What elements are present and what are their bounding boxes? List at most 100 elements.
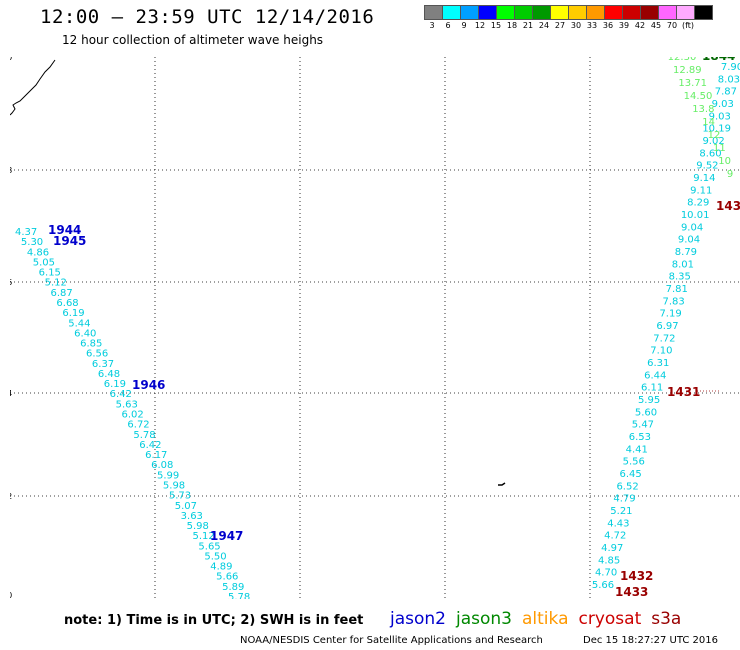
- swh-value: 9: [727, 169, 733, 180]
- generated-timestamp: Dec 15 18:27:27 UTC 2016: [583, 635, 718, 646]
- lat-lon-grid: [10, 57, 740, 599]
- lat-tick-label: 32: [10, 492, 12, 501]
- lat-tick-label: 36: [10, 278, 12, 287]
- swh-value: 12.30: [668, 57, 697, 63]
- swh-value: 5.98: [187, 521, 209, 532]
- swh-value: 4.97: [601, 543, 623, 554]
- swh-value: 5.98: [163, 480, 185, 491]
- swh-value: 5.95: [638, 395, 660, 406]
- swh-value: 7.72: [653, 333, 675, 344]
- swh-value: 6.85: [80, 339, 102, 350]
- swh-value: 5.78: [133, 430, 155, 441]
- lat-tick-label: 40: [10, 57, 12, 62]
- swh-value: 13.71: [678, 78, 707, 89]
- map-canvas: 4.375.304.865.056.155.126.876.686.195.44…: [10, 57, 740, 599]
- swh-value: 10: [718, 156, 731, 167]
- satellite-label: cryosat: [578, 609, 642, 629]
- swh-value: 14.50: [684, 91, 713, 102]
- swh-value: 4.86: [27, 247, 49, 258]
- swh-value: 7.10: [650, 346, 672, 357]
- swh-value: 5.65: [198, 541, 220, 552]
- swh-value: 8.79: [675, 247, 697, 258]
- swh-value: 6.72: [127, 420, 149, 431]
- legend-swatch: [586, 5, 605, 20]
- pass-label: 1947: [210, 529, 243, 543]
- swh-value: 6.45: [620, 469, 642, 480]
- legend-label: 6: [445, 21, 451, 30]
- legend-label: (ft): [681, 21, 695, 30]
- lat-tick-label: 30: [10, 591, 12, 599]
- pass-label: 1433: [615, 585, 648, 599]
- swh-value: 4.41: [626, 444, 648, 455]
- satellite-label: jason3: [456, 609, 512, 629]
- pass-label: 143: [716, 199, 740, 213]
- swh-value: 6.02: [122, 410, 144, 421]
- swh-value: 5.63: [116, 399, 138, 410]
- swh-value: 5.66: [216, 572, 238, 583]
- color-scale-labels: 3 6 9 12 15 18 21 24 27 30 33 36 39 42 45 70 (ft): [424, 21, 696, 30]
- legend-label: 21: [522, 21, 534, 30]
- swh-value: 6.37: [92, 359, 114, 370]
- swh-value: 10.19: [702, 124, 731, 135]
- swh-value: 6.17: [145, 450, 167, 461]
- swh-value: 6.19: [104, 379, 126, 390]
- legend-label: 27: [554, 21, 566, 30]
- legend-label: 3: [429, 21, 435, 30]
- swh-value: 10.01: [681, 210, 710, 221]
- pass-label: 1431: [667, 385, 700, 399]
- legend-label: 30: [570, 21, 582, 30]
- legend-swatch: [658, 5, 677, 20]
- legend-swatch: [442, 5, 461, 20]
- swh-value: 6.53: [629, 432, 651, 443]
- color-scale-legend: [424, 5, 713, 20]
- swh-value: 4.79: [613, 494, 635, 505]
- swh-value: 7.87: [715, 87, 737, 98]
- swh-value: 5.21: [610, 506, 632, 517]
- swh-value: 4.70: [595, 568, 617, 579]
- swh-value: 6.42: [110, 389, 132, 400]
- swh-value: 9.04: [678, 235, 700, 246]
- swh-value: 9.52: [696, 161, 718, 172]
- swh-value: 5.56: [623, 457, 645, 468]
- swh-value: 6.31: [647, 358, 669, 369]
- credit-line: NOAA/NESDIS Center for Satellite Applica…: [240, 635, 543, 646]
- pass-label: 1945: [53, 234, 86, 248]
- legend-swatch: [478, 5, 497, 20]
- swh-value: 6.48: [98, 369, 120, 380]
- swh-value: 6.19: [62, 308, 84, 319]
- swh-value: 5.50: [204, 551, 226, 562]
- swh-value: 9.11: [690, 185, 712, 196]
- footer-note: note: 1) Time is in UTC; 2) SWH is in fe…: [64, 613, 364, 628]
- axis-tick-labels: 403836343230-75-72-69-66-63-60: [10, 57, 12, 599]
- pass-label: 1944: [48, 223, 81, 237]
- legend-swatch: [676, 5, 695, 20]
- swh-value: 6.87: [51, 288, 73, 299]
- lat-tick-label: 38: [10, 166, 12, 175]
- legend-swatch: [424, 5, 443, 20]
- swh-value: 6.11: [641, 383, 663, 394]
- pass-label: 1946: [132, 378, 165, 392]
- legend-label: 45: [650, 21, 662, 30]
- map-subtitle: 12 hour collection of altimeter wave hei…: [62, 33, 324, 47]
- satellite-label: jason2: [390, 609, 446, 629]
- swh-value: 8.35: [669, 272, 691, 283]
- swh-value: 9.04: [681, 222, 703, 233]
- legend-swatch: [604, 5, 623, 20]
- swh-value: 6.97: [656, 321, 678, 332]
- map-title: 12:00 — 23:59 UTC 12/14/2016: [40, 6, 375, 28]
- swh-value: 9.02: [702, 136, 724, 147]
- legend-swatch: [622, 5, 641, 20]
- swh-value: 5.99: [157, 470, 179, 481]
- swh-value: 6.56: [86, 349, 108, 360]
- satellite-label: s3a: [651, 609, 682, 629]
- legend-label: 70: [666, 21, 678, 30]
- legend-label: 42: [634, 21, 646, 30]
- swh-value: 3.63: [181, 511, 203, 522]
- swh-value: 7.81: [666, 284, 688, 295]
- swh-value: 6.68: [56, 298, 78, 309]
- swh-value: 9.03: [709, 111, 731, 122]
- legend-swatch: [532, 5, 551, 20]
- swh-value: 13.8: [692, 104, 714, 115]
